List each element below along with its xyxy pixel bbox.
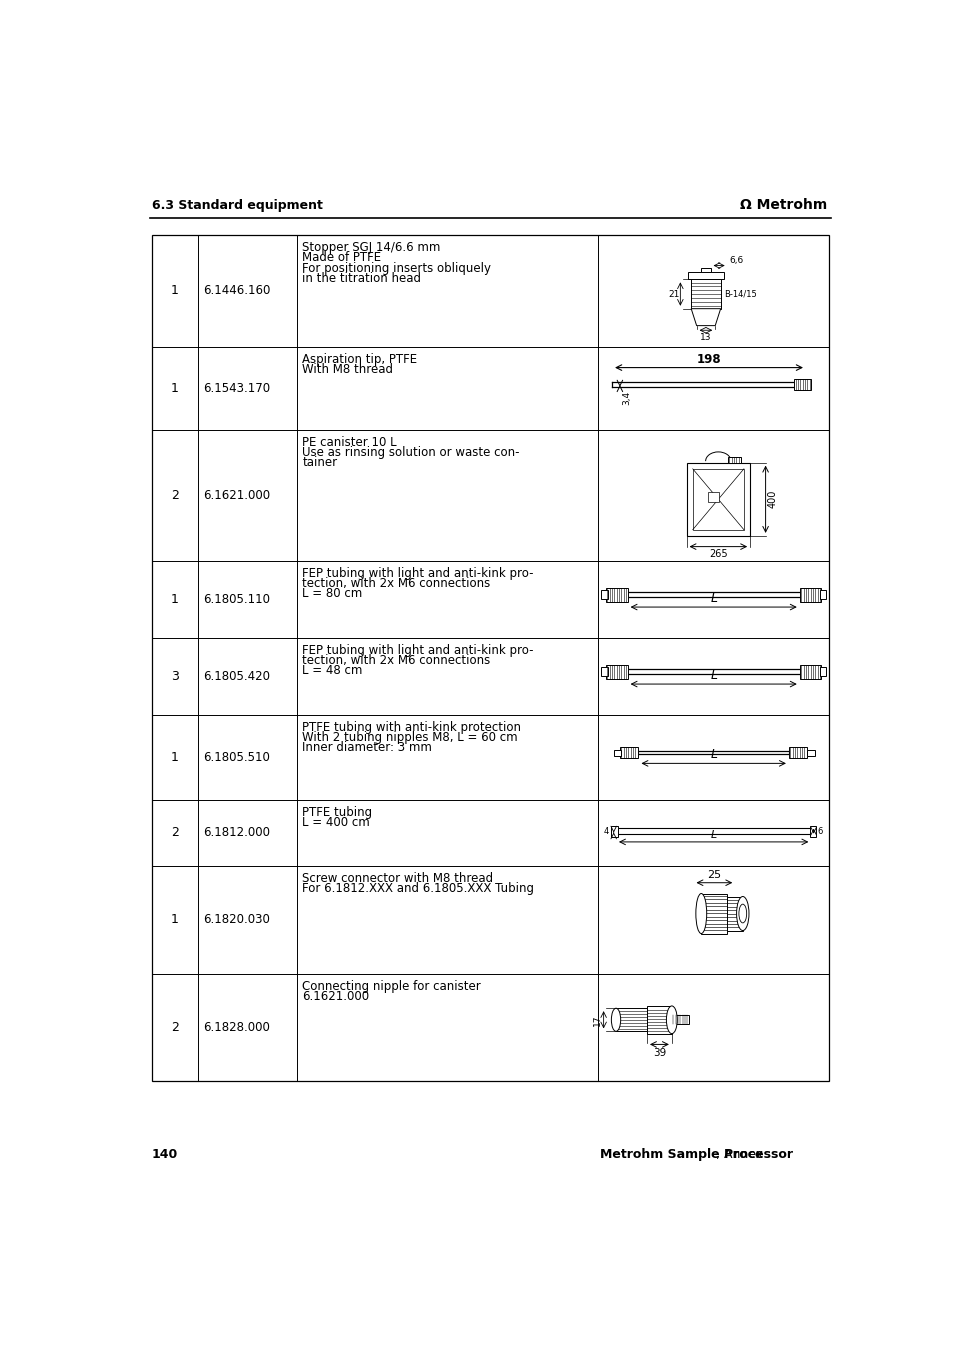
- Text: 6.1805.510: 6.1805.510: [203, 751, 270, 764]
- Ellipse shape: [666, 1006, 677, 1034]
- Text: L = 48 cm: L = 48 cm: [302, 664, 362, 678]
- Text: 1: 1: [171, 913, 179, 926]
- Text: L = 80 cm: L = 80 cm: [302, 587, 362, 601]
- Bar: [806, 749, 815, 756]
- Text: Ω Metrohm: Ω Metrohm: [740, 198, 827, 212]
- Text: PTFE tubing: PTFE tubing: [302, 806, 372, 818]
- Text: tainer: tainer: [302, 456, 337, 470]
- Text: Metrohm Sample Processor: Metrohm Sample Processor: [599, 1149, 792, 1161]
- Text: L: L: [709, 591, 717, 605]
- Text: 6,6: 6,6: [728, 255, 742, 265]
- Text: 6.1805.420: 6.1805.420: [203, 670, 270, 683]
- Bar: [700, 894, 727, 934]
- Text: 6.1621.000: 6.1621.000: [302, 990, 369, 1003]
- Polygon shape: [691, 309, 720, 325]
- Ellipse shape: [739, 904, 746, 923]
- Text: 6.1812.000: 6.1812.000: [203, 826, 270, 840]
- Text: Inner diameter: 3 mm: Inner diameter: 3 mm: [302, 741, 432, 755]
- Text: 1: 1: [171, 751, 179, 764]
- Bar: [809, 826, 815, 837]
- Bar: [727, 896, 742, 930]
- Bar: [152, 235, 828, 1081]
- Text: 2: 2: [171, 1021, 179, 1034]
- Bar: [616, 1008, 646, 1031]
- Ellipse shape: [611, 1008, 620, 1031]
- Text: 3,4: 3,4: [621, 390, 631, 405]
- Text: 140: 140: [152, 1149, 178, 1161]
- Text: 1: 1: [171, 593, 179, 606]
- Text: 400: 400: [767, 490, 777, 509]
- Text: PE canister 10 L: PE canister 10 L: [302, 436, 396, 450]
- Text: 1: 1: [171, 285, 179, 297]
- Text: L: L: [710, 830, 716, 840]
- Bar: [727, 456, 740, 463]
- Text: 1: 1: [171, 382, 179, 396]
- Bar: [600, 667, 607, 676]
- Ellipse shape: [736, 896, 748, 930]
- Ellipse shape: [695, 894, 706, 934]
- Bar: [700, 267, 710, 271]
- Text: 6.3 Standard equipment: 6.3 Standard equipment: [152, 198, 322, 212]
- Text: 6.1446.160: 6.1446.160: [203, 285, 270, 297]
- Text: 25: 25: [706, 869, 720, 880]
- Bar: [605, 587, 627, 602]
- Text: 2: 2: [171, 489, 179, 502]
- Bar: [686, 463, 749, 536]
- Bar: [611, 826, 617, 837]
- Bar: [799, 587, 821, 602]
- Text: in the titration head: in the titration head: [302, 271, 420, 285]
- Text: Screw connector with M8 thread: Screw connector with M8 thread: [302, 872, 493, 886]
- Text: Stopper SGJ 14/6.6 mm: Stopper SGJ 14/6.6 mm: [302, 242, 440, 254]
- Bar: [619, 747, 638, 757]
- Text: FEP tubing with light and anti-kink pro-: FEP tubing with light and anti-kink pro-: [302, 644, 533, 657]
- Text: 6.1805.110: 6.1805.110: [203, 593, 270, 606]
- Text: tection, with 2x M6 connections: tection, with 2x M6 connections: [302, 655, 490, 667]
- Bar: [794, 379, 810, 390]
- Text: Aspiration tip, PTFE: Aspiration tip, PTFE: [302, 352, 416, 366]
- Text: 6: 6: [817, 826, 822, 836]
- Text: 13: 13: [700, 332, 711, 342]
- Text: With 2 tubing nipples M8, L = 60 cm: With 2 tubing nipples M8, L = 60 cm: [302, 732, 517, 744]
- Text: FEP tubing with light and anti-kink pro-: FEP tubing with light and anti-kink pro-: [302, 567, 533, 580]
- Text: With M8 thread: With M8 thread: [302, 363, 393, 377]
- Bar: [819, 590, 825, 599]
- Text: L: L: [709, 668, 717, 682]
- Text: Use as rinsing solution or waste con-: Use as rinsing solution or waste con-: [302, 447, 519, 459]
- Bar: [605, 664, 627, 679]
- Bar: [819, 667, 825, 676]
- Text: 3: 3: [171, 670, 179, 683]
- Text: 39: 39: [652, 1048, 665, 1057]
- Bar: [788, 747, 806, 757]
- Text: , Annex: , Annex: [716, 1149, 762, 1161]
- Text: 6.1543.170: 6.1543.170: [203, 382, 270, 396]
- Text: 265: 265: [708, 549, 727, 559]
- Text: 6.1621.000: 6.1621.000: [203, 489, 270, 502]
- Text: tection, with 2x M6 connections: tection, with 2x M6 connections: [302, 578, 490, 590]
- Text: For 6.1812.XXX and 6.1805.XXX Tubing: For 6.1812.XXX and 6.1805.XXX Tubing: [302, 882, 534, 895]
- Bar: [707, 491, 719, 502]
- Bar: [799, 664, 821, 679]
- Text: Connecting nipple for canister: Connecting nipple for canister: [302, 980, 480, 992]
- Text: 21: 21: [667, 289, 679, 298]
- Text: Made of PTFE: Made of PTFE: [302, 251, 381, 265]
- Bar: [613, 749, 620, 756]
- Bar: [646, 1006, 671, 1034]
- Text: 198: 198: [696, 354, 720, 366]
- Bar: [671, 1015, 688, 1025]
- Bar: [687, 271, 723, 279]
- Text: 17: 17: [593, 1014, 601, 1026]
- Text: 6.1828.000: 6.1828.000: [203, 1021, 270, 1034]
- Text: 2: 2: [171, 826, 179, 840]
- Text: L = 400 cm: L = 400 cm: [302, 815, 370, 829]
- Text: B-14/15: B-14/15: [723, 289, 757, 298]
- Text: PTFE tubing with anti-kink protection: PTFE tubing with anti-kink protection: [302, 721, 520, 734]
- Text: 6.1820.030: 6.1820.030: [203, 913, 270, 926]
- Bar: [600, 590, 607, 599]
- Bar: [692, 468, 743, 529]
- Bar: [691, 279, 720, 309]
- Text: 4: 4: [603, 826, 609, 836]
- Text: For positioning inserts obliquely: For positioning inserts obliquely: [302, 262, 491, 274]
- Text: L: L: [709, 748, 717, 761]
